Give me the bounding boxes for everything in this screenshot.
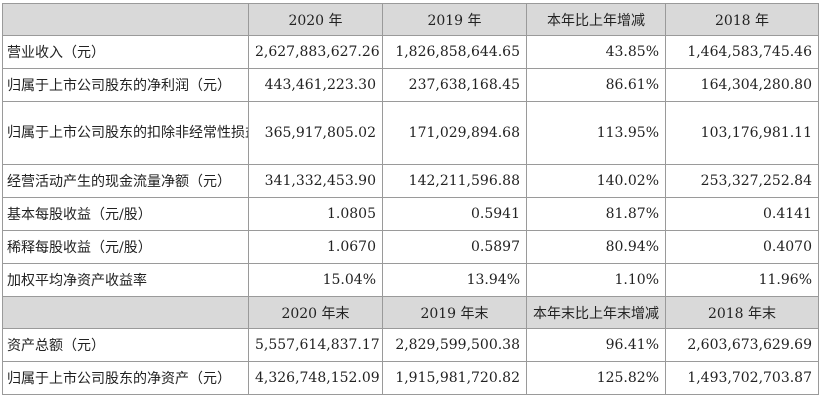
table-row-diluted-eps: 稀释每股收益（元/股） 1.0670 0.5897 80.94% 0.4070 bbox=[2, 230, 819, 264]
cell-change: 140.02% bbox=[526, 164, 666, 198]
cell-2020: 1.0805 bbox=[248, 197, 383, 231]
cell-2018: 11.96% bbox=[665, 263, 819, 297]
header-corner-cell bbox=[2, 3, 249, 36]
row-label: 加权平均净资产收益率 bbox=[2, 263, 249, 297]
cell-2018: 0.4141 bbox=[665, 197, 819, 231]
financial-summary-table: 2020 年 2019 年 本年比上年增减 2018 年 营业收入（元） 2,6… bbox=[2, 3, 819, 395]
col-header-2019: 2019 年 bbox=[382, 3, 527, 36]
header-row-annual: 2020 年 2019 年 本年比上年增减 2018 年 bbox=[2, 3, 819, 36]
cell-2020: 365,917,805.02 bbox=[248, 101, 383, 165]
row-label: 归属于上市公司股东的净资产（元） bbox=[2, 361, 249, 395]
cell-2018: 2,603,673,629.69 bbox=[665, 328, 819, 362]
row-label: 经营活动产生的现金流量净额（元） bbox=[2, 164, 249, 198]
cell-change: 1.10% bbox=[526, 263, 666, 297]
cell-change: 81.87% bbox=[526, 197, 666, 231]
row-label: 资产总额（元） bbox=[2, 328, 249, 362]
cell-2018: 1,464,583,745.46 bbox=[665, 35, 819, 69]
cell-2020: 2,627,883,627.26 bbox=[248, 35, 383, 69]
cell-2019: 2,829,599,500.38 bbox=[382, 328, 527, 362]
cell-2018: 164,304,280.80 bbox=[665, 68, 819, 102]
row-label: 归属于上市公司股东的净利润（元） bbox=[2, 68, 249, 102]
cell-2018: 1,493,702,703.87 bbox=[665, 361, 819, 395]
header-corner-cell bbox=[2, 296, 249, 329]
cell-change: 43.85% bbox=[526, 35, 666, 69]
cell-2020: 443,461,223.30 bbox=[248, 68, 383, 102]
col-header-change-end: 本年末比上年末增减 bbox=[526, 296, 666, 329]
table-row-basic-eps: 基本每股收益（元/股） 1.0805 0.5941 81.87% 0.4141 bbox=[2, 197, 819, 231]
table-row-net-profit-deducted: 归属于上市公司股东的扣除非经常性损益的净利润（元） 365,917,805.02… bbox=[2, 101, 819, 165]
col-header-change: 本年比上年增减 bbox=[526, 3, 666, 36]
cell-2020: 1.0670 bbox=[248, 230, 383, 264]
col-header-2019-end: 2019 年末 bbox=[382, 296, 527, 329]
table-row-operating-cash-flow: 经营活动产生的现金流量净额（元） 341,332,453.90 142,211,… bbox=[2, 164, 819, 198]
cell-2020: 15.04% bbox=[248, 263, 383, 297]
cell-2020: 4,326,748,152.09 bbox=[248, 361, 383, 395]
col-header-2018-end: 2018 年末 bbox=[665, 296, 819, 329]
row-label: 营业收入（元） bbox=[2, 35, 249, 69]
cell-2018: 103,176,981.11 bbox=[665, 101, 819, 165]
table-row-net-assets: 归属于上市公司股东的净资产（元） 4,326,748,152.09 1,915,… bbox=[2, 361, 819, 395]
cell-change: 96.41% bbox=[526, 328, 666, 362]
cell-2019: 171,029,894.68 bbox=[382, 101, 527, 165]
cell-2019: 1,915,981,720.82 bbox=[382, 361, 527, 395]
cell-change: 125.82% bbox=[526, 361, 666, 395]
col-header-2018: 2018 年 bbox=[665, 3, 819, 36]
cell-2018: 0.4070 bbox=[665, 230, 819, 264]
cell-2019: 1,826,858,644.65 bbox=[382, 35, 527, 69]
header-row-year-end: 2020 年末 2019 年末 本年末比上年末增减 2018 年末 bbox=[2, 296, 819, 329]
row-label: 基本每股收益（元/股） bbox=[2, 197, 249, 231]
cell-2020: 341,332,453.90 bbox=[248, 164, 383, 198]
cell-change: 80.94% bbox=[526, 230, 666, 264]
cell-change: 86.61% bbox=[526, 68, 666, 102]
table-row-roe: 加权平均净资产收益率 15.04% 13.94% 1.10% 11.96% bbox=[2, 263, 819, 297]
col-header-2020: 2020 年 bbox=[248, 3, 383, 36]
cell-2020: 5,557,614,837.17 bbox=[248, 328, 383, 362]
col-header-2020-end: 2020 年末 bbox=[248, 296, 383, 329]
cell-2019: 142,211,596.88 bbox=[382, 164, 527, 198]
cell-2019: 0.5941 bbox=[382, 197, 527, 231]
cell-change: 113.95% bbox=[526, 101, 666, 165]
cell-2018: 253,327,252.84 bbox=[665, 164, 819, 198]
table-row-total-assets: 资产总额（元） 5,557,614,837.17 2,829,599,500.3… bbox=[2, 328, 819, 362]
cell-2019: 0.5897 bbox=[382, 230, 527, 264]
table-row-revenue: 营业收入（元） 2,627,883,627.26 1,826,858,644.6… bbox=[2, 35, 819, 69]
row-label: 稀释每股收益（元/股） bbox=[2, 230, 249, 264]
cell-2019: 237,638,168.45 bbox=[382, 68, 527, 102]
cell-2019: 13.94% bbox=[382, 263, 527, 297]
table-row-net-profit: 归属于上市公司股东的净利润（元） 443,461,223.30 237,638,… bbox=[2, 68, 819, 102]
row-label: 归属于上市公司股东的扣除非经常性损益的净利润（元） bbox=[2, 101, 249, 165]
